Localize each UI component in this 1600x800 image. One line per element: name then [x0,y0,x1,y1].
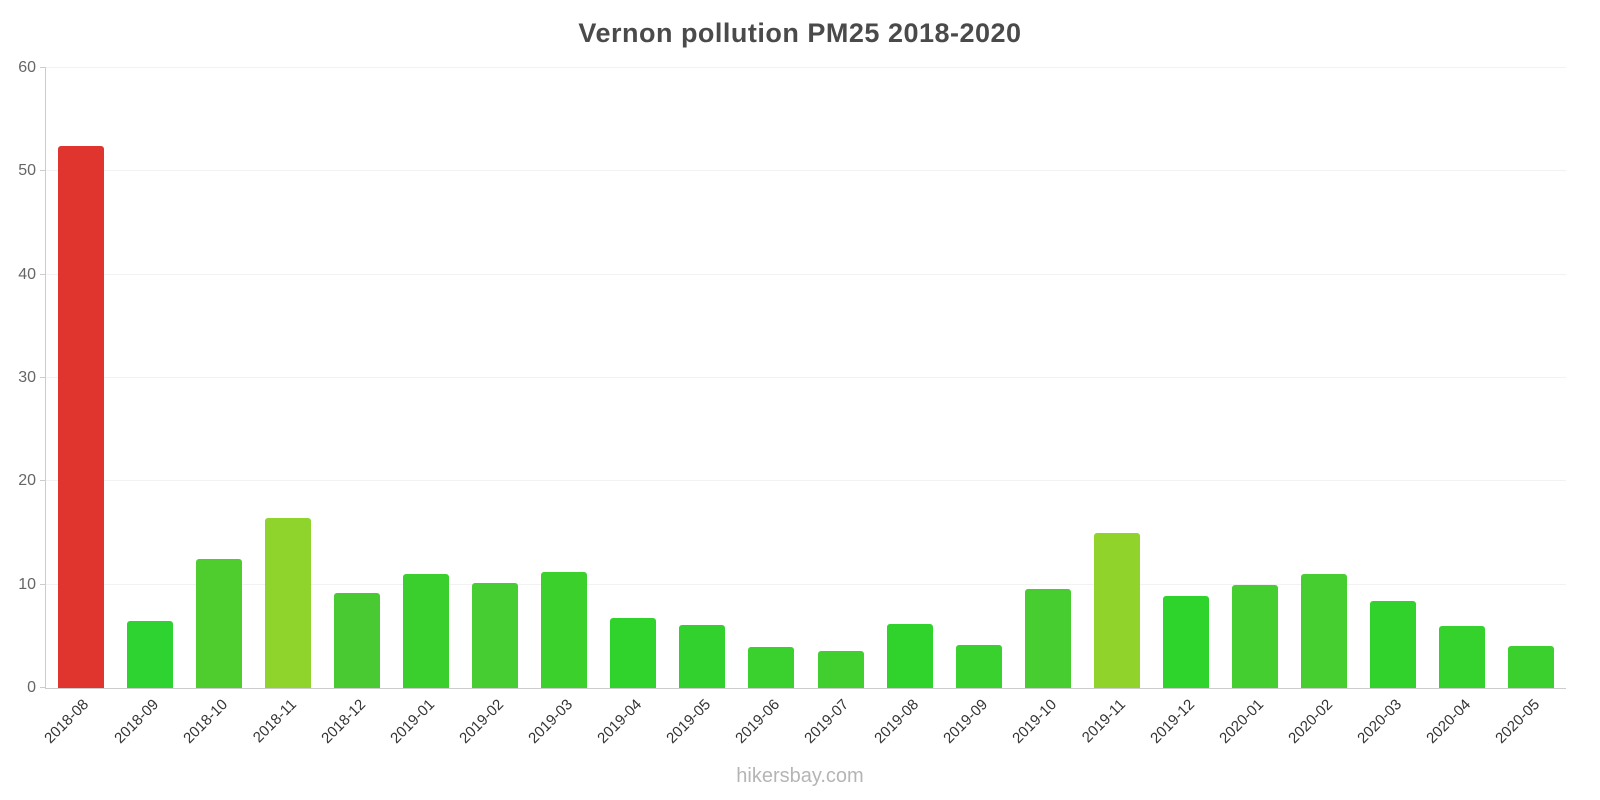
x-tick-label-2018-10: 2018-10 [179,696,231,747]
y-tick-label-0: 0 [27,679,36,696]
y-tick-label-60: 60 [18,59,36,76]
y-tick-label-20: 20 [18,472,36,490]
x-tick-label-2019-01: 2019-01 [387,696,439,747]
bar-2019-05[interactable] [679,624,726,688]
gridline-50 [46,170,1566,172]
x-tick-label-2020-01: 2020-01 [1216,696,1268,747]
bar-2019-03[interactable] [541,572,588,688]
bar-2019-01[interactable] [403,574,449,688]
x-tick-label-2019-12: 2019-12 [1147,696,1199,747]
y-tick-mark [40,583,46,585]
y-tick-mark [40,67,46,68]
x-tick-label-2019-10: 2019-10 [1008,696,1060,747]
gridline-60 [46,67,1566,68]
x-tick-label-2020-03: 2020-03 [1354,696,1406,747]
bar-2020-02[interactable] [1301,574,1348,688]
bar-2020-04[interactable] [1439,626,1486,688]
x-tick-label-2019-07: 2019-07 [801,696,853,747]
y-tick-mark [40,273,46,275]
chart-title: Vernon pollution PM25 2018-2020 [578,18,1022,48]
bar-2018-09[interactable] [126,620,173,688]
y-tick-label-30: 30 [18,369,36,386]
bar-2020-01[interactable] [1232,584,1279,688]
x-tick-label-2018-08: 2018-08 [41,696,93,747]
y-tick-mark [40,377,46,378]
x-tick-label-2019-04: 2019-04 [594,696,646,747]
x-tick-label-2018-12: 2018-12 [317,696,369,747]
bar-2020-05[interactable] [1508,645,1555,688]
x-tick-label-2018-09: 2018-09 [110,696,162,747]
bar-2019-07[interactable] [817,650,864,688]
y-tick-mark [40,480,46,482]
bar-2019-11[interactable] [1093,533,1140,688]
x-tick-label-2019-09: 2019-09 [939,696,991,747]
y-tick-mark [40,170,46,172]
gridline-40 [46,273,1566,275]
bar-2019-08[interactable] [886,623,933,688]
bar-2018-10[interactable] [195,558,242,688]
x-tick-label-2019-06: 2019-06 [732,696,784,747]
bar-2019-10[interactable] [1024,588,1071,688]
bar-2018-12[interactable] [333,592,380,688]
x-tick-label-2020-02: 2020-02 [1285,696,1337,747]
gridline-10 [46,583,1566,585]
plot-area: 0 10 20 30 40 50 60 2018-08 2018-09 2018-10 2018-… [18,59,1566,747]
gridline-30 [46,377,1566,378]
x-tick-label-2019-11: 2019-11 [1078,696,1129,747]
x-tick-label-2020-05: 2020-05 [1492,696,1544,747]
bar-2019-02[interactable] [472,582,519,688]
bar-2020-03[interactable] [1370,601,1417,688]
x-tick-label-2020-04: 2020-04 [1423,696,1475,747]
x-tick-label-2019-05: 2019-05 [663,696,715,747]
x-tick-label-2019-03: 2019-03 [525,696,577,747]
x-tick-label-2019-08: 2019-08 [870,696,922,747]
y-tick-label-10: 10 [18,575,36,593]
bar-2019-04[interactable] [610,617,657,688]
bar-2018-08[interactable] [57,145,104,688]
y-tick-mark [40,687,46,688]
gridline-20 [46,480,1566,482]
bar-2019-12[interactable] [1163,596,1209,688]
x-tick-label-2019-02: 2019-02 [456,696,508,747]
bar-2019-06[interactable] [748,646,795,688]
bar-2019-09[interactable] [955,644,1002,688]
y-tick-label-50: 50 [18,162,36,180]
y-tick-label-40: 40 [18,265,36,283]
watermark: hikersbay.com [736,765,864,787]
bar-2018-11[interactable] [264,517,311,688]
x-tick-label-2018-11: 2018-11 [249,696,300,747]
